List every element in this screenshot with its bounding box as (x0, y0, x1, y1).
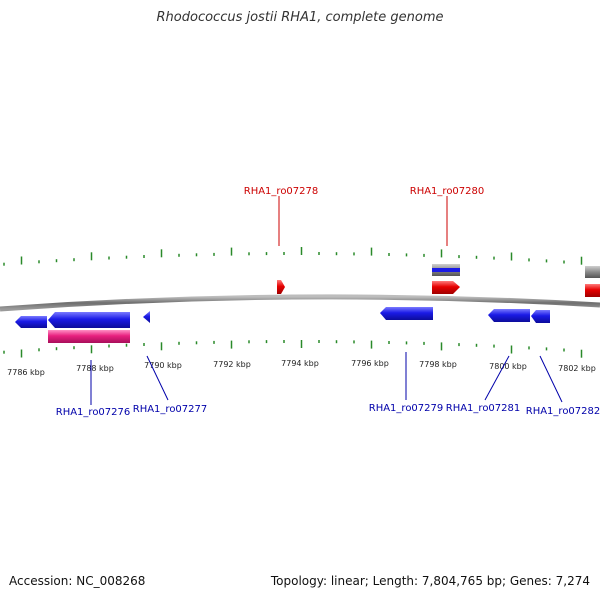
genome-backbone (0, 294, 600, 312)
gene-ro07281-b[interactable] (531, 310, 550, 323)
axis-tick-label: 7796 kbp (351, 359, 389, 368)
gene-ro07278[interactable] (277, 280, 285, 294)
axis-tick-label: 7786 kbp (7, 368, 45, 377)
label-ro07282: RHA1_ro07282 (526, 406, 600, 417)
axis-tick-label: 7790 kbp (144, 361, 182, 370)
label-ro07278: RHA1_ro07278 (244, 186, 319, 197)
gene-ro07276-b[interactable] (48, 312, 130, 328)
label-lines (90, 196, 563, 405)
label-ro07276: RHA1_ro07276 (56, 407, 131, 418)
gene-ro07279[interactable] (380, 307, 433, 320)
map-title: Rhodococcus jostii RHA1, complete genome (156, 10, 444, 25)
label-ro07280: RHA1_ro07280 (410, 186, 485, 197)
axis-tick-label: 7794 kbp (281, 359, 319, 368)
grey-feature-edge (585, 266, 600, 278)
blue-band-7798 (432, 268, 460, 272)
axis-tick-label: 7800 kbp (489, 362, 527, 371)
accession-text: Accession: NC_008268 (9, 574, 146, 588)
genome-summary: Topology: linear; Length: 7,804,765 bp; … (270, 574, 590, 588)
label-ro07279: RHA1_ro07279 (369, 403, 444, 414)
gene-ro07281[interactable] (488, 309, 530, 322)
cds-ro07276[interactable] (48, 330, 130, 343)
axis-labels: 7786 kbp 7788 kbp 7790 kbp 7792 kbp 7794 kbp… (7, 359, 596, 377)
axis-tick-label: 7802 kbp (558, 364, 596, 373)
gene-ro07277[interactable] (143, 311, 150, 323)
tick-row-top (3, 247, 583, 266)
gene-edge-forward[interactable] (585, 284, 600, 297)
axis-tick-label: 7792 kbp (213, 360, 251, 369)
tick-row-bottom (3, 340, 583, 358)
gene-ro07276-a[interactable] (15, 316, 47, 328)
gene-ro07280[interactable] (432, 281, 460, 294)
label-ro07277: RHA1_ro07277 (133, 404, 208, 415)
label-ro07281: RHA1_ro07281 (446, 403, 521, 414)
axis-tick-label: 7788 kbp (76, 364, 114, 373)
axis-tick-label: 7798 kbp (419, 360, 457, 369)
